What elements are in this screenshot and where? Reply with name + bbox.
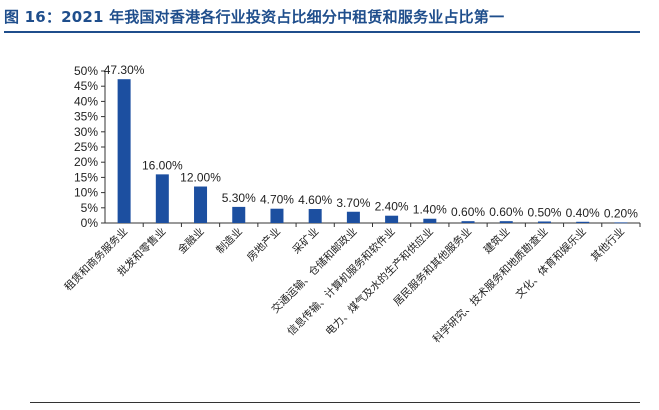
bar [461, 221, 475, 223]
bar [423, 218, 437, 223]
data-label: 4.60% [298, 193, 332, 207]
data-label: 4.70% [260, 193, 294, 207]
data-label: 1.40% [413, 203, 447, 217]
bar [537, 221, 551, 223]
data-label: 47.30% [104, 63, 145, 77]
bar [499, 221, 513, 223]
bar [614, 222, 628, 224]
y-tick-label: 50% [74, 64, 98, 78]
y-tick-label: 45% [74, 79, 98, 93]
data-label: 0.50% [527, 205, 561, 219]
y-tick-label: 20% [74, 155, 98, 169]
category-label: 建筑业 [481, 225, 512, 256]
bar [194, 186, 208, 223]
bottom-rule [30, 402, 640, 403]
data-label: 3.70% [336, 196, 370, 210]
category-label: 房地产业 [244, 225, 283, 264]
title-rule [4, 31, 640, 33]
category-label: 制造业 [213, 225, 244, 256]
bar [576, 221, 590, 223]
bar [308, 209, 322, 223]
data-label: 5.30% [222, 191, 256, 205]
data-label: 0.60% [451, 205, 485, 219]
bar [270, 208, 284, 223]
category-label: 租赁和商务服务业 [62, 225, 131, 294]
y-tick-label: 5% [81, 201, 99, 215]
bar [232, 206, 246, 223]
y-tick-label: 0% [81, 216, 99, 230]
bar [155, 174, 169, 223]
data-label: 0.20% [604, 206, 638, 220]
y-tick-label: 40% [74, 94, 98, 108]
data-label: 2.40% [375, 200, 409, 214]
y-tick-label: 30% [74, 125, 98, 139]
category-label: 金融业 [175, 225, 206, 256]
category-label: 文化、体育和娱乐业 [513, 225, 589, 301]
data-label: 12.00% [180, 171, 221, 185]
y-tick-label: 35% [74, 110, 98, 124]
category-label: 采矿业 [290, 225, 321, 256]
bar [385, 215, 399, 223]
y-tick-label: 15% [74, 170, 98, 184]
bar [117, 79, 131, 223]
category-label: 其他行业 [588, 225, 627, 264]
data-label: 0.40% [566, 206, 600, 220]
y-tick-label: 10% [74, 186, 98, 200]
bar [346, 211, 360, 223]
y-tick-label: 25% [74, 140, 98, 154]
data-label: 0.60% [489, 205, 523, 219]
figure-title: 图 16：2021 年我国对香港各行业投资占比细分中租赁和服务业占比第一 [4, 8, 505, 26]
data-label: 16.00% [142, 158, 183, 172]
